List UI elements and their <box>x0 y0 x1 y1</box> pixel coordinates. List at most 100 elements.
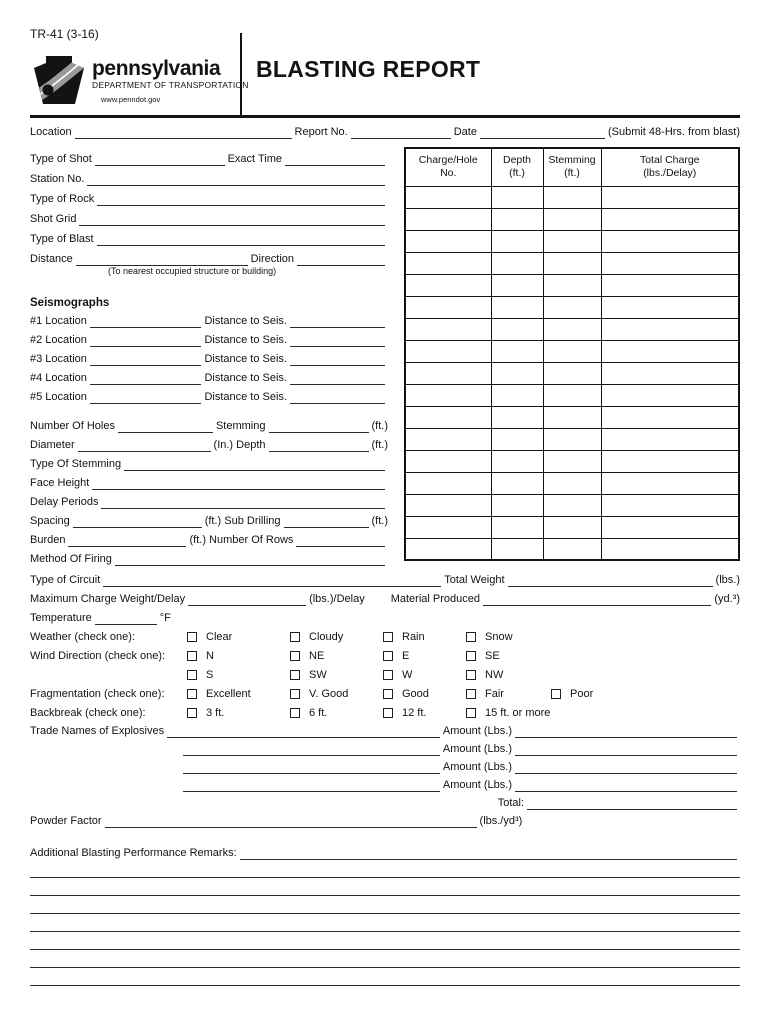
checkbox[interactable] <box>383 689 393 699</box>
seis-5-distance-field[interactable] <box>290 392 385 404</box>
station-no-field[interactable] <box>87 174 385 186</box>
table-cell[interactable] <box>404 537 492 561</box>
table-cell[interactable] <box>490 515 544 539</box>
seis-5-location-field[interactable] <box>89 392 202 404</box>
table-cell[interactable] <box>542 383 602 407</box>
table-cell[interactable] <box>600 427 740 451</box>
table-cell[interactable] <box>600 295 740 319</box>
burden-field[interactable] <box>68 535 187 547</box>
table-cell[interactable] <box>542 273 602 297</box>
amount-field-4[interactable] <box>515 780 737 792</box>
table-cell[interactable] <box>404 273 492 297</box>
table-cell[interactable] <box>490 317 544 341</box>
checkbox[interactable] <box>187 708 197 718</box>
table-cell[interactable] <box>404 339 492 363</box>
table-cell[interactable] <box>600 493 740 517</box>
date-field[interactable] <box>479 127 605 139</box>
amount-field-2[interactable] <box>515 744 737 756</box>
checkbox[interactable] <box>290 670 300 680</box>
trade-name-field-3[interactable] <box>183 762 440 774</box>
checkbox[interactable] <box>383 708 393 718</box>
checkbox[interactable] <box>466 708 476 718</box>
checkbox[interactable] <box>383 632 393 642</box>
table-cell[interactable] <box>490 295 544 319</box>
checkbox[interactable] <box>290 689 300 699</box>
checkbox[interactable] <box>290 651 300 661</box>
table-cell[interactable] <box>404 449 492 473</box>
seis-3-location-field[interactable] <box>89 354 202 366</box>
remarks-line[interactable] <box>30 914 740 932</box>
table-cell[interactable] <box>600 383 740 407</box>
table-cell[interactable] <box>404 383 492 407</box>
table-cell[interactable] <box>490 405 544 429</box>
table-cell[interactable] <box>490 449 544 473</box>
diameter-field[interactable] <box>77 440 211 452</box>
trade-name-field-4[interactable] <box>183 780 440 792</box>
table-cell[interactable] <box>490 537 544 561</box>
table-cell[interactable] <box>490 251 544 275</box>
table-cell[interactable] <box>490 471 544 495</box>
remarks-line[interactable] <box>30 878 740 896</box>
distance-field[interactable] <box>75 254 248 266</box>
table-cell[interactable] <box>490 493 544 517</box>
table-cell[interactable] <box>542 427 602 451</box>
table-cell[interactable] <box>600 471 740 495</box>
checkbox[interactable] <box>187 689 197 699</box>
amount-field-3[interactable] <box>515 762 737 774</box>
table-cell[interactable] <box>542 339 602 363</box>
table-cell[interactable] <box>600 185 740 209</box>
type-of-blast-field[interactable] <box>96 234 385 246</box>
checkbox[interactable] <box>466 632 476 642</box>
table-cell[interactable] <box>542 317 602 341</box>
table-cell[interactable] <box>404 229 492 253</box>
max-charge-field[interactable] <box>188 594 307 606</box>
table-cell[interactable] <box>542 229 602 253</box>
checkbox[interactable] <box>383 670 393 680</box>
checkbox[interactable] <box>290 708 300 718</box>
checkbox[interactable] <box>551 689 561 699</box>
number-of-rows-field[interactable] <box>296 535 385 547</box>
seis-4-location-field[interactable] <box>89 373 202 385</box>
direction-field[interactable] <box>297 254 385 266</box>
checkbox[interactable] <box>187 651 197 661</box>
powder-factor-field[interactable] <box>104 816 477 828</box>
table-cell[interactable] <box>600 361 740 385</box>
type-of-shot-field[interactable] <box>94 154 225 166</box>
table-cell[interactable] <box>404 427 492 451</box>
trade-name-field-1[interactable] <box>167 726 440 738</box>
depth-field[interactable] <box>268 440 369 452</box>
temperature-field[interactable] <box>94 613 157 625</box>
table-cell[interactable] <box>404 251 492 275</box>
table-cell[interactable] <box>542 361 602 385</box>
seis-2-distance-field[interactable] <box>290 335 385 347</box>
table-cell[interactable] <box>600 207 740 231</box>
sub-drilling-field[interactable] <box>283 516 369 528</box>
table-cell[interactable] <box>600 515 740 539</box>
table-cell[interactable] <box>600 449 740 473</box>
remarks-line[interactable] <box>30 932 740 950</box>
checkbox[interactable] <box>466 651 476 661</box>
table-cell[interactable] <box>542 493 602 517</box>
table-cell[interactable] <box>404 295 492 319</box>
table-cell[interactable] <box>542 449 602 473</box>
trade-name-field-2[interactable] <box>183 744 440 756</box>
seis-2-location-field[interactable] <box>89 335 202 347</box>
table-cell[interactable] <box>490 427 544 451</box>
table-cell[interactable] <box>490 383 544 407</box>
table-cell[interactable] <box>404 405 492 429</box>
table-cell[interactable] <box>490 273 544 297</box>
table-cell[interactable] <box>542 515 602 539</box>
table-cell[interactable] <box>600 339 740 363</box>
table-cell[interactable] <box>404 471 492 495</box>
seis-4-distance-field[interactable] <box>290 373 385 385</box>
spacing-field[interactable] <box>72 516 202 528</box>
checkbox[interactable] <box>383 651 393 661</box>
remarks-line[interactable] <box>30 896 740 914</box>
remarks-line[interactable] <box>30 968 740 986</box>
table-cell[interactable] <box>542 471 602 495</box>
table-cell[interactable] <box>404 207 492 231</box>
face-height-field[interactable] <box>92 478 385 490</box>
exact-time-field[interactable] <box>285 154 385 166</box>
table-cell[interactable] <box>490 339 544 363</box>
table-cell[interactable] <box>490 229 544 253</box>
